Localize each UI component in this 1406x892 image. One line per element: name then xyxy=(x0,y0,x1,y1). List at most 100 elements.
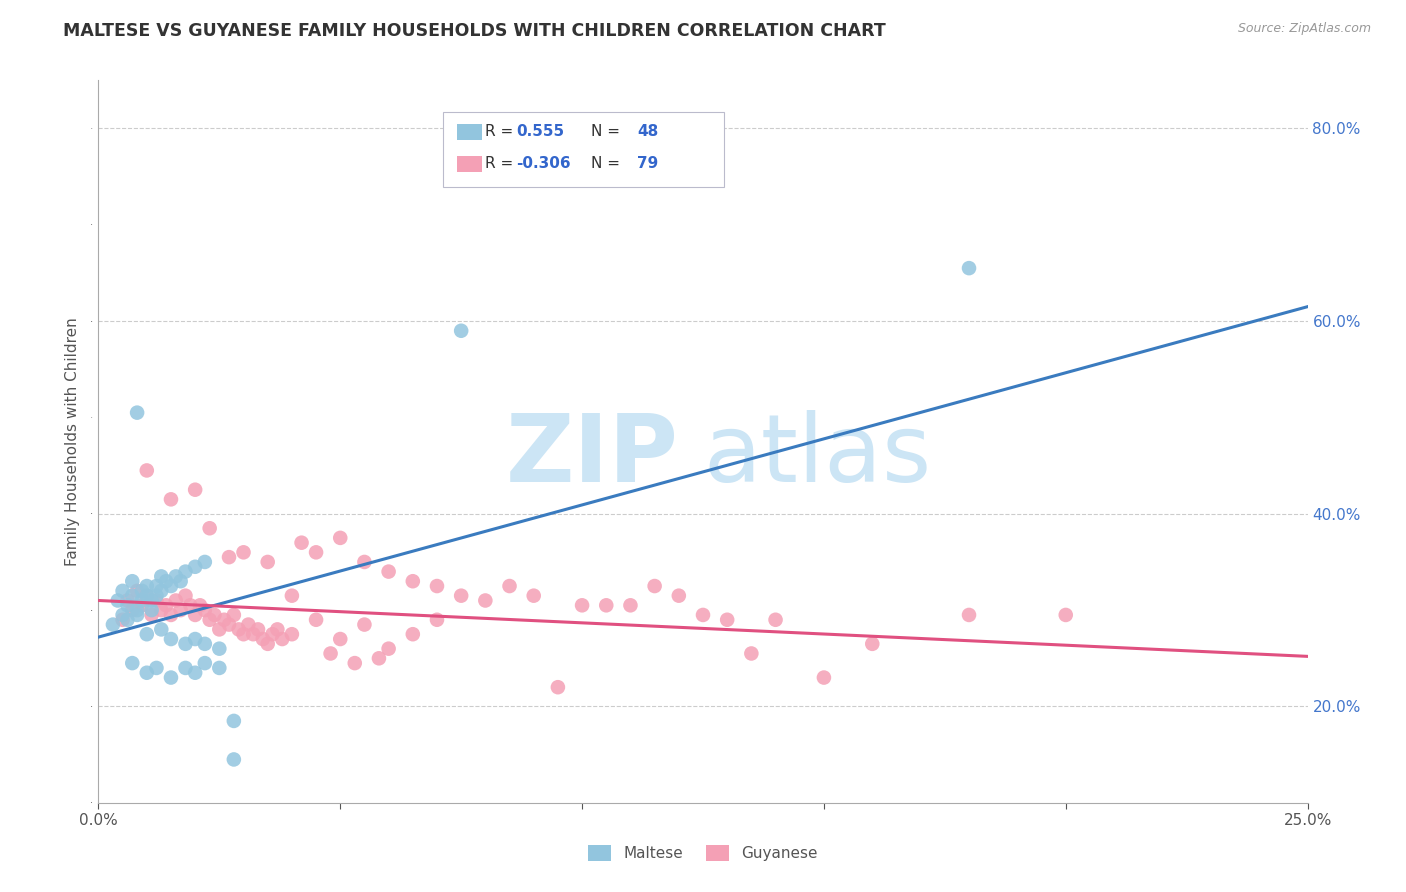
Point xyxy=(218,617,240,632)
Point xyxy=(121,589,143,603)
Point xyxy=(145,593,167,607)
Point xyxy=(121,574,143,589)
Point xyxy=(160,579,183,593)
Point xyxy=(305,545,328,559)
Point xyxy=(208,641,231,656)
Point xyxy=(212,613,235,627)
Point xyxy=(131,593,153,607)
Point xyxy=(127,607,149,622)
Point xyxy=(184,483,207,497)
Text: atlas: atlas xyxy=(703,410,931,502)
Point xyxy=(117,599,139,613)
Point xyxy=(329,632,352,646)
Point xyxy=(160,632,183,646)
Point xyxy=(256,555,278,569)
Point xyxy=(1054,607,1077,622)
Point xyxy=(107,593,129,607)
Point xyxy=(111,607,134,622)
Point xyxy=(198,613,221,627)
Point xyxy=(111,613,134,627)
Point xyxy=(232,627,254,641)
Point xyxy=(135,665,157,680)
Point xyxy=(160,607,183,622)
Point xyxy=(740,647,762,661)
Text: 79: 79 xyxy=(637,156,658,171)
Point xyxy=(179,599,201,613)
Point xyxy=(150,569,173,583)
Point xyxy=(238,617,260,632)
Point xyxy=(716,613,738,627)
Point xyxy=(619,599,641,613)
Point xyxy=(160,671,183,685)
Text: -0.306: -0.306 xyxy=(516,156,571,171)
Point xyxy=(228,623,250,637)
Point xyxy=(194,637,217,651)
Point xyxy=(450,324,472,338)
Text: Source: ZipAtlas.com: Source: ZipAtlas.com xyxy=(1237,22,1371,36)
Point xyxy=(571,599,593,613)
Point xyxy=(145,661,167,675)
Point xyxy=(281,627,304,641)
Point xyxy=(247,623,270,637)
Point xyxy=(169,574,191,589)
Point xyxy=(644,579,666,593)
Point xyxy=(256,637,278,651)
Point xyxy=(174,637,197,651)
Point xyxy=(426,579,449,593)
Point xyxy=(117,613,139,627)
Point xyxy=(426,613,449,627)
Point xyxy=(101,617,124,632)
Point xyxy=(131,599,153,613)
Point xyxy=(329,531,352,545)
Point xyxy=(222,714,245,728)
Point xyxy=(194,555,217,569)
Point xyxy=(131,583,153,598)
Point xyxy=(150,623,173,637)
Point xyxy=(222,607,245,622)
Point xyxy=(135,589,157,603)
Point xyxy=(692,607,714,622)
Y-axis label: Family Households with Children: Family Households with Children xyxy=(65,318,80,566)
Point xyxy=(290,535,312,549)
Text: 48: 48 xyxy=(637,124,658,139)
Point xyxy=(765,613,787,627)
Point xyxy=(111,583,134,598)
Point xyxy=(232,545,254,559)
Point xyxy=(498,579,520,593)
Text: R =: R = xyxy=(485,124,519,139)
Point xyxy=(343,656,366,670)
Point xyxy=(135,463,157,477)
Point xyxy=(145,579,167,593)
Point xyxy=(198,521,221,535)
Point xyxy=(165,569,187,583)
Point xyxy=(155,599,177,613)
Point xyxy=(208,661,231,675)
Point xyxy=(281,589,304,603)
Point xyxy=(165,593,187,607)
Point xyxy=(222,752,245,766)
Point xyxy=(141,593,163,607)
Point xyxy=(547,680,569,694)
Point xyxy=(860,637,883,651)
Point xyxy=(188,599,211,613)
Point xyxy=(194,603,217,617)
Point xyxy=(377,641,399,656)
Point xyxy=(204,607,226,622)
Point xyxy=(184,632,207,646)
Point xyxy=(135,579,157,593)
Point xyxy=(813,671,835,685)
Point xyxy=(127,583,149,598)
Point xyxy=(319,647,342,661)
Point xyxy=(262,627,284,641)
Point xyxy=(121,656,143,670)
Point xyxy=(169,603,191,617)
Point xyxy=(135,627,157,641)
Point xyxy=(141,603,163,617)
Point xyxy=(150,603,173,617)
Point xyxy=(184,607,207,622)
Point xyxy=(402,627,425,641)
Point xyxy=(141,607,163,622)
Point xyxy=(174,661,197,675)
Point xyxy=(135,589,157,603)
Point xyxy=(353,617,375,632)
